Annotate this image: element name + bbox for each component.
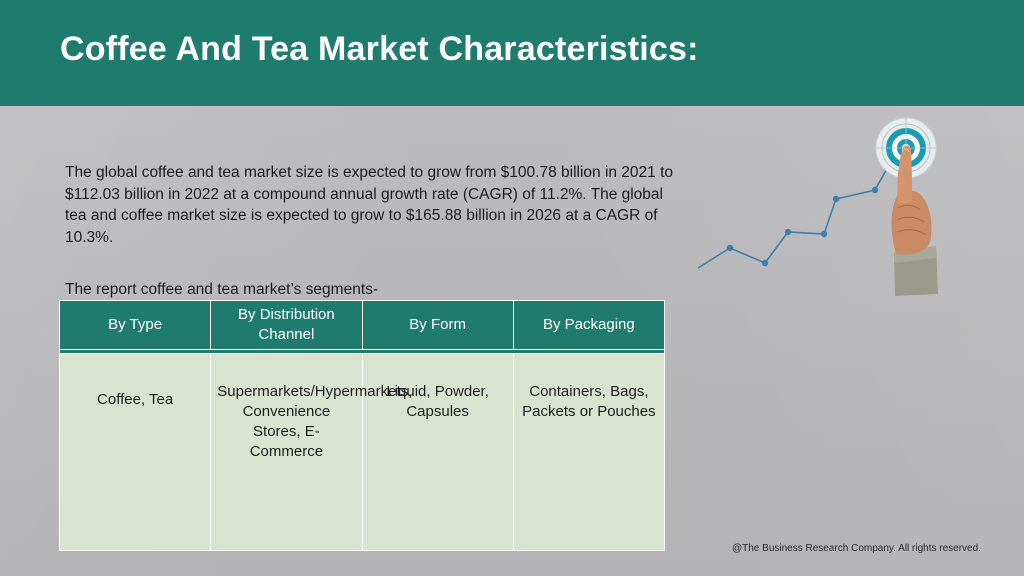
growth-graphic	[697, 117, 938, 296]
segments-table: By Type By Distribution Channel By Form …	[58, 300, 666, 551]
copyright-footer: @The Business Research Company. All righ…	[732, 543, 981, 554]
segments-label: The report coffee and tea market’s segme…	[65, 281, 379, 298]
growth-line-icon	[697, 148, 899, 269]
pointing-hand-icon	[891, 145, 938, 296]
cell-form: Liquid, Powder, Capsules	[361, 353, 514, 551]
column-header-type: By Type	[58, 300, 212, 350]
column-header-distribution: By Distribution Channel	[210, 300, 363, 350]
page-title: Coffee And Tea Market Characteristics:	[60, 30, 699, 68]
intro-paragraph: The global coffee and tea market size is…	[65, 164, 674, 246]
table-header-row: By Type By Distribution Channel By Form …	[58, 300, 666, 350]
column-header-form: By Form	[361, 300, 514, 350]
cell-packaging: Containers, Bags, Packets or Pouches	[512, 353, 666, 551]
column-header-packaging: By Packaging	[512, 300, 666, 350]
cell-type: Coffee, Tea	[58, 353, 212, 551]
cell-distribution: Supermarkets/Hypermarkets, Convenience S…	[210, 353, 412, 551]
title-bar: Coffee And Tea Market Characteristics:	[0, 0, 1024, 106]
table-row: Coffee, Tea Supermarkets/Hypermarkets, C…	[58, 353, 666, 551]
